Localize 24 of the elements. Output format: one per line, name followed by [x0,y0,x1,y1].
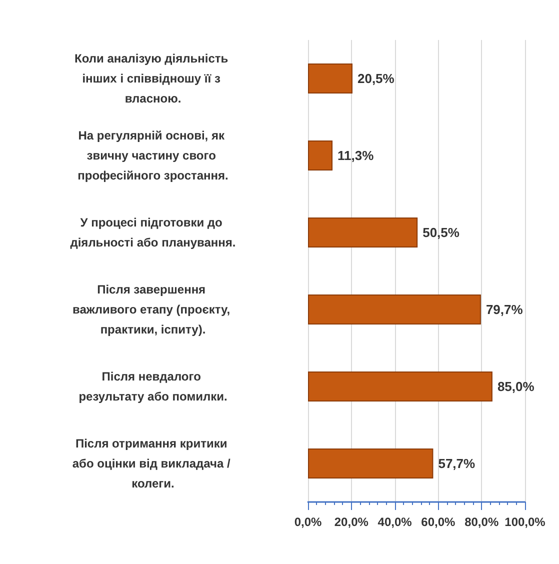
data-label: 57,7% [438,456,476,471]
x-tick-label: 20,0% [334,515,369,529]
data-label: 11,3% [338,148,374,163]
data-label: 50,5% [422,225,460,240]
data-label: 20,5% [357,71,395,86]
x-tick-label: 40,0% [378,515,412,529]
x-tick-label: 100,0% [504,515,546,529]
x-tick-label: 80,0% [464,515,499,529]
bar [308,372,492,402]
data-label: 79,7% [486,302,524,317]
data-label: 85,0% [497,379,535,394]
y-tick-label: Після невдалого результату або помилки. [78,370,228,404]
bar [308,64,352,94]
y-tick-label: У процесі підготовки до діяльності або планування. [70,216,236,250]
x-tick-label: 60,0% [421,515,456,529]
y-tick-label: Після отримання критики або оцінки від викладача / колеги. [72,436,234,490]
bar [308,140,333,170]
bar [308,448,434,478]
y-tick-label: Коли аналізую діяльність інших і співвідношу її з власною. [74,52,232,106]
y-tick-label: Після завершення важливого етапу (проєкту, практики, іспиту). [72,282,234,336]
y-tick-label: На регулярній основі, як звичну частину свого професійного зростання. [78,128,228,182]
x-tick-label: 0,0% [294,515,322,529]
bar [308,294,481,324]
bar [308,218,418,248]
